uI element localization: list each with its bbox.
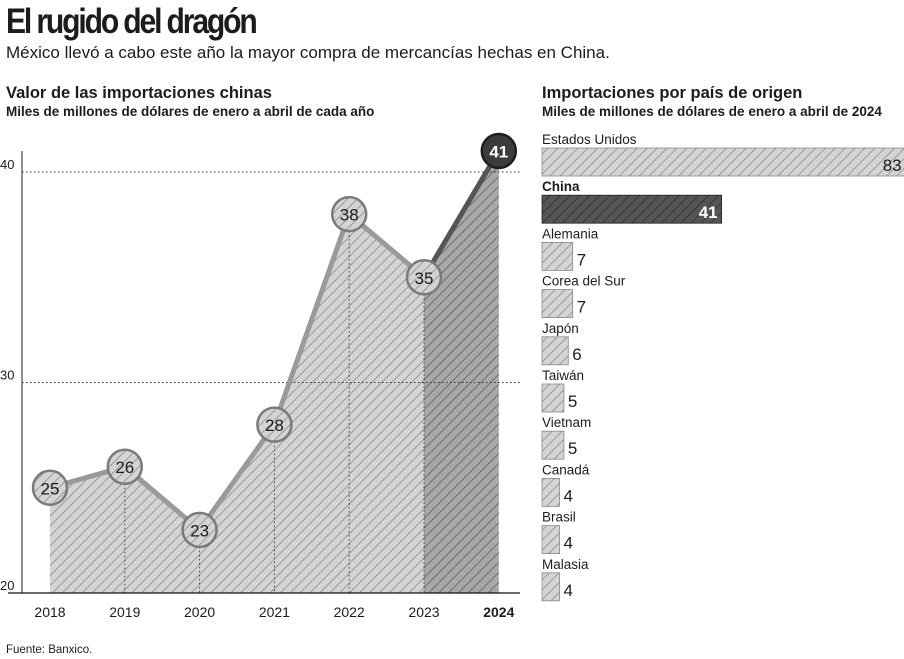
x-tick-label: 2022 <box>334 604 365 620</box>
bar-value-label: 5 <box>568 392 577 411</box>
y-tick-label: 20 <box>0 578 14 593</box>
y-tick-label: 40 <box>0 157 14 172</box>
bar-category-label: Estados Unidos <box>542 132 637 147</box>
y-tick-label: 30 <box>0 368 14 383</box>
bar-value-label: 6 <box>572 345 581 364</box>
bar <box>541 477 560 507</box>
data-point <box>106 448 144 485</box>
bar-category-label: China <box>542 179 580 194</box>
data-label: 41 <box>489 142 508 161</box>
area-fill-highlight <box>424 150 499 593</box>
bar-category-label: Taiwán <box>542 368 584 383</box>
line-chart-title: Valor de las importaciones chinas <box>6 84 272 102</box>
bar <box>541 194 723 224</box>
data-point <box>480 132 518 170</box>
bar-category-label: Malasia <box>542 557 589 572</box>
bar-category-label: Vietnam <box>542 415 591 430</box>
bar-value-label: 4 <box>564 581 573 600</box>
bar-value-label: 7 <box>577 298 586 317</box>
bar-category-label: Corea del Sur <box>542 274 626 289</box>
bar-value-label: 4 <box>564 534 573 553</box>
data-point <box>256 406 293 443</box>
data-point <box>405 259 443 296</box>
bar <box>541 383 565 413</box>
data-label: 23 <box>190 521 209 540</box>
bar <box>541 525 560 555</box>
bar <box>541 147 904 177</box>
data-point <box>181 511 218 549</box>
bar <box>541 572 560 602</box>
series-line <box>271 211 352 428</box>
data-label: 35 <box>415 269 434 288</box>
line-chart: 20 30 40 25 2018 26 2019 23 2020 28 2021 38 2022 35 20… <box>0 132 520 620</box>
series-line <box>197 422 277 533</box>
data-point <box>31 469 69 506</box>
x-tick-label: 2024 <box>483 604 514 620</box>
data-point <box>330 195 368 233</box>
bar-chart-subtitle: Miles de millones de dólares de enero a … <box>542 104 882 119</box>
series-line <box>421 148 502 280</box>
line-chart-subtitle: Miles de millones de dólares de enero a … <box>6 104 375 119</box>
bar-value-label: 83 <box>883 156 902 175</box>
bar-category-label: Japón <box>542 321 579 336</box>
bar-chart: Estados Unidos 83 China 41 Alemania 7 Corea de… <box>541 132 904 602</box>
bar-value-label: 5 <box>568 439 577 458</box>
bar <box>541 289 574 319</box>
bar-category-label: Canadá <box>542 462 590 477</box>
x-tick-label: 2021 <box>259 604 290 620</box>
x-tick-label: 2019 <box>109 604 140 620</box>
bar-chart-title: Importaciones por país de origen <box>542 84 803 102</box>
page-subtitle: México llevó a cabo este año la mayor co… <box>6 43 610 62</box>
area-fill <box>50 214 424 593</box>
data-label: 38 <box>340 206 359 225</box>
x-tick-label: 2020 <box>184 604 215 620</box>
bar <box>541 242 574 271</box>
page-title: El rugido del dragón <box>6 2 258 41</box>
bar <box>541 430 565 460</box>
x-tick-label: 2023 <box>408 604 439 620</box>
bar <box>541 336 569 366</box>
bar-category-label: Brasil <box>542 510 576 525</box>
bar-category-label: Alemania <box>542 226 599 241</box>
x-tick-label: 2018 <box>34 604 65 620</box>
bar-value-label: 41 <box>699 203 718 222</box>
source-note: Fuente: Banxico. <box>6 644 93 656</box>
data-label: 28 <box>265 416 284 435</box>
data-label: 26 <box>115 458 134 477</box>
data-label: 25 <box>41 479 60 498</box>
bar-value-label: 7 <box>577 250 586 269</box>
bar-value-label: 4 <box>564 486 573 505</box>
